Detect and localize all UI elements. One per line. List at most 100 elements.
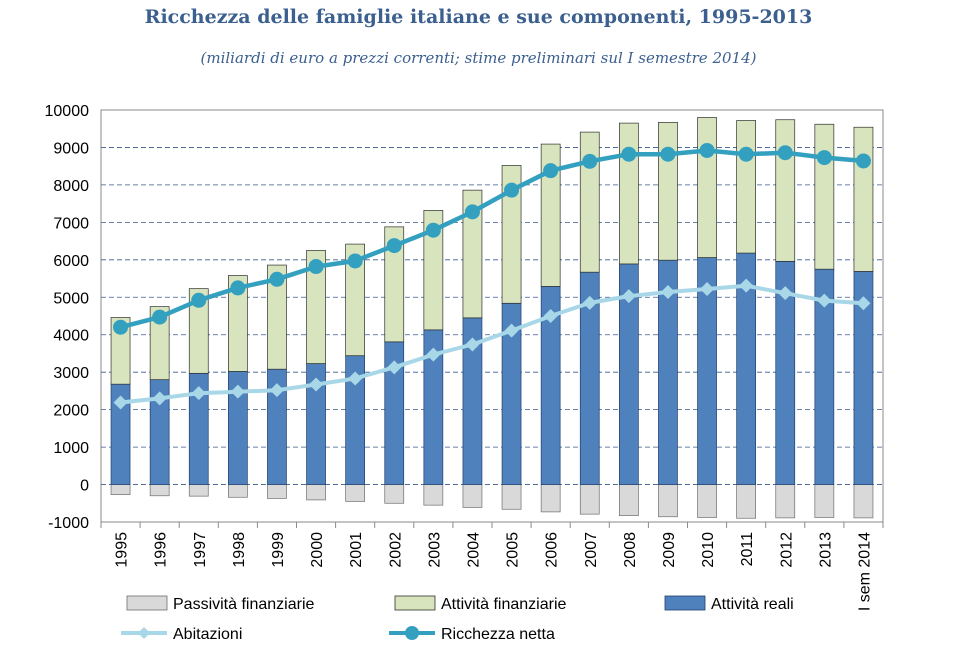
- marker-abitazioni: [856, 296, 871, 311]
- x-tick-label: 2002: [387, 532, 404, 568]
- bar-passivita-finanziarie: [579, 484, 600, 515]
- marker-ricchezza-netta: [660, 146, 676, 162]
- bar-attivita-finanziarie: [267, 264, 287, 370]
- x-tick-label: 2007: [583, 532, 600, 568]
- marker-abitazioni: [426, 347, 441, 362]
- marker-abitazioni: [269, 383, 284, 398]
- marker-ricchezza-netta: [621, 146, 637, 162]
- y-tick-label: 1000: [53, 440, 89, 457]
- marker-abitazioni: [465, 337, 480, 352]
- y-tick-label: -1000: [48, 515, 89, 532]
- marker-ricchezza-netta: [425, 222, 441, 238]
- x-tick-label: 2010: [700, 532, 717, 568]
- marker-abitazioni: [621, 289, 636, 304]
- x-tick-label: 2005: [505, 532, 522, 568]
- legend-abitazioni-marker: [138, 627, 150, 639]
- marker-abitazioni: [700, 282, 715, 297]
- y-tick-label: 3000: [53, 365, 89, 382]
- marker-ricchezza-netta: [738, 146, 754, 162]
- x-tick-label: 2003: [426, 532, 443, 568]
- marker-abitazioni: [817, 293, 832, 308]
- bar-passivita-finanziarie: [501, 484, 522, 510]
- bar-attivita-finanziarie: [423, 210, 444, 331]
- x-tick-label: 1999: [270, 532, 287, 568]
- bar-passivita-finanziarie: [658, 484, 678, 518]
- bar-attivita-finanziarie: [228, 275, 248, 372]
- marker-abitazioni: [739, 278, 754, 293]
- marker-ricchezza-netta: [113, 319, 129, 335]
- y-tick-label: 4000: [53, 328, 89, 345]
- marker-ricchezza-netta: [386, 238, 402, 254]
- bar-passivita-finanziarie: [345, 484, 365, 502]
- y-tick-label: 10000: [45, 103, 90, 120]
- legend-passivita-finanziarie-label: Passività finanziarie: [173, 596, 315, 613]
- marker-ricchezza-netta: [347, 253, 363, 269]
- bar-attivita-finanziarie: [110, 317, 131, 385]
- y-tick-label: 7000: [53, 215, 89, 232]
- x-tick-label: 2009: [661, 532, 678, 568]
- bar-passivita-finanziarie: [423, 484, 444, 506]
- marker-ricchezza-netta: [855, 153, 871, 169]
- bar-passivita-finanziarie: [853, 484, 874, 519]
- y-tick-label: 9000: [53, 140, 89, 157]
- marker-abitazioni: [660, 285, 675, 300]
- marker-abitazioni: [152, 391, 167, 406]
- x-tick-label: 2000: [309, 532, 326, 568]
- marker-ricchezza-netta: [230, 280, 246, 296]
- x-tick-label: 1995: [114, 532, 131, 568]
- y-tick-label: 2000: [53, 403, 89, 420]
- x-tick-label: 2006: [544, 532, 561, 568]
- marker-ricchezza-netta: [191, 292, 207, 308]
- bar-attivita-finanziarie: [501, 165, 522, 304]
- bar-passivita-finanziarie: [228, 484, 248, 498]
- bar-attivita-finanziarie: [775, 119, 796, 262]
- bar-passivita-finanziarie: [697, 484, 717, 518]
- bar-passivita-finanziarie: [814, 484, 835, 518]
- marker-abitazioni: [778, 286, 793, 301]
- x-tick-label: I sem 2014: [856, 532, 873, 611]
- legend-attivita-finanziarie-swatch: [394, 595, 436, 611]
- marker-ricchezza-netta: [152, 309, 168, 325]
- bar-attivita-finanziarie: [579, 131, 600, 273]
- marker-ricchezza-netta: [543, 163, 559, 179]
- bar-attivita-finanziarie: [658, 122, 678, 261]
- legend-attivita-reali-swatch: [664, 595, 706, 611]
- x-tick-label: 2004: [465, 532, 482, 568]
- marker-ricchezza-netta: [582, 153, 598, 169]
- legend-passivita-finanziarie-swatch: [126, 595, 168, 611]
- bar-attivita-finanziarie: [384, 226, 405, 343]
- bar-passivita-finanziarie: [188, 484, 209, 497]
- marker-ricchezza-netta: [777, 145, 793, 161]
- marker-abitazioni: [113, 395, 128, 410]
- bar-passivita-finanziarie: [267, 484, 287, 499]
- y-tick-label: 5000: [53, 290, 89, 307]
- chart-subtitle: (miliardi di euro a prezzi correnti; sti…: [200, 49, 757, 67]
- x-tick-label: 2011: [739, 532, 756, 567]
- x-tick-label: 2013: [817, 532, 834, 568]
- bar-attivita-finanziarie: [462, 189, 483, 319]
- bar-passivita-finanziarie: [149, 484, 170, 497]
- marker-ricchezza-netta: [464, 204, 480, 220]
- bar-attivita-finanziarie: [853, 126, 874, 272]
- x-tick-label: 2008: [622, 532, 639, 568]
- bar-attivita-finanziarie: [345, 243, 365, 357]
- bar-attivita-finanziarie: [540, 143, 561, 287]
- chart-title: Ricchezza delle famiglie italiane e sue …: [144, 6, 813, 28]
- bar-attivita-finanziarie: [149, 306, 170, 381]
- legend-ricchezza-netta-label: Ricchezza netta: [441, 626, 555, 643]
- legend-abitazioni-label: Abitazioni: [173, 626, 242, 643]
- x-tick-label: 2001: [348, 532, 365, 568]
- bar-attivita-finanziarie: [736, 120, 757, 254]
- marker-ricchezza-netta: [699, 142, 715, 158]
- x-tick-label: 1996: [153, 532, 170, 568]
- legend-attivita-finanziarie-label: Attività finanziarie: [441, 596, 566, 613]
- marker-abitazioni: [582, 295, 597, 310]
- marker-abitazioni: [504, 323, 519, 338]
- marker-abitazioni: [230, 384, 245, 399]
- bar-attivita-finanziarie: [697, 117, 717, 258]
- bar-passivita-finanziarie: [540, 484, 561, 513]
- bar-passivita-finanziarie: [736, 484, 757, 519]
- marker-ricchezza-netta: [308, 259, 324, 275]
- y-tick-label: 6000: [53, 253, 89, 270]
- x-tick-label: 2012: [778, 532, 795, 568]
